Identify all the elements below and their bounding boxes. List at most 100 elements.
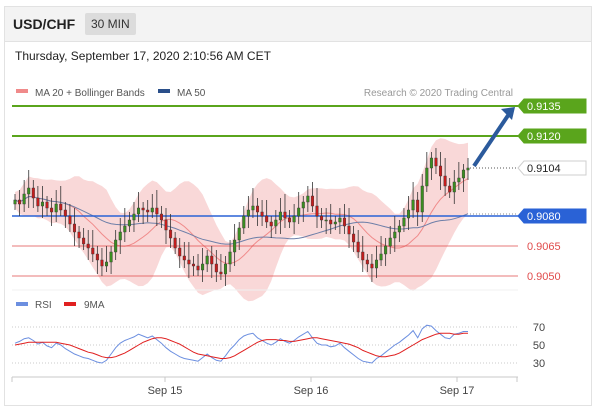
ma20-legend-label: MA 20 + Bollinger Bands (35, 88, 145, 99)
chart-header: USD/CHF 30 MIN (5, 7, 591, 42)
candle-body (379, 253, 383, 261)
rsi-legend-swatch (16, 302, 28, 306)
rsi-ma-legend-label: 9MA (84, 300, 105, 311)
candle-body (72, 223, 76, 233)
candle-body (173, 237, 177, 249)
candle-body (329, 219, 333, 225)
candle-body (310, 195, 314, 207)
level-tag-resistance-0 (517, 98, 587, 114)
level-label-resistance-0: 0.9135 (527, 101, 561, 113)
candle-body (288, 217, 292, 223)
x-tick-label-2: Sep 17 (440, 385, 475, 397)
level-label-resistance-1: 0.9120 (527, 131, 561, 143)
candle-body (315, 205, 319, 217)
candle-body (169, 229, 173, 239)
rsi-series-9ma (14, 332, 468, 359)
candle-body (246, 209, 250, 217)
candle-body (452, 181, 456, 193)
candle-body (228, 251, 232, 265)
candle-body (411, 199, 415, 211)
rsi-tick-label-50: 50 (533, 340, 545, 352)
candle-body (54, 203, 58, 213)
candle-body (223, 263, 227, 275)
candle-body (91, 247, 95, 255)
bollinger-band-area (15, 138, 468, 302)
x-tick-label-0: Sep 15 (148, 385, 183, 397)
candle-body (205, 255, 209, 265)
candle-body (100, 259, 104, 267)
ma20-legend-swatch (16, 89, 28, 93)
candle-body (306, 195, 310, 203)
candle-body (333, 221, 337, 225)
candle-body (434, 157, 438, 167)
candle-body (448, 185, 452, 193)
candle-body (237, 227, 241, 241)
candle-body (365, 259, 369, 265)
x-tick-label-1: Sep 16 (294, 385, 329, 397)
candle-body (260, 211, 264, 217)
candle-body (256, 205, 260, 213)
candle-body (201, 263, 205, 271)
ma20-line (14, 178, 469, 265)
candle-body (356, 241, 360, 253)
timestamp-label: Thursday, September 17, 2020 2:10:56 AM … (15, 49, 271, 63)
research-credit: Research © 2020 Trading Central (364, 88, 513, 99)
candle-body (397, 225, 401, 233)
candle-body (466, 167, 470, 171)
ma50-legend-swatch (158, 89, 170, 93)
candle-body (461, 169, 465, 179)
candle-body (31, 187, 35, 199)
candle-body (269, 221, 273, 227)
candle-body (429, 157, 433, 169)
candle-body (338, 217, 342, 223)
candle-body (439, 165, 443, 177)
candle-body (407, 209, 411, 219)
candle-body (36, 197, 40, 207)
candle-body (233, 239, 237, 253)
rsi-ma-legend-swatch (64, 302, 76, 306)
candle-body (159, 213, 163, 221)
candle-body (283, 211, 287, 219)
level-tag-pivot-3 (517, 208, 587, 224)
candle-body (191, 263, 195, 267)
rsi-series-rsi (14, 324, 468, 364)
candle-body (22, 193, 26, 205)
candle-body (342, 217, 346, 227)
candle-body (274, 219, 278, 227)
forecast-arrow-head (501, 107, 515, 120)
candle-body (40, 201, 44, 207)
candle-body (95, 253, 99, 261)
candle-body (68, 215, 72, 225)
candle-body (77, 231, 81, 239)
candle-body (214, 263, 218, 273)
candle-body (13, 199, 17, 205)
candle-body (320, 215, 324, 221)
candle-body (50, 207, 54, 213)
candle-body (443, 175, 447, 187)
candle-body (210, 255, 214, 265)
candle-body (278, 211, 282, 221)
candle-body (187, 259, 191, 265)
candle-body (370, 263, 374, 269)
symbol-label: USD/CHF (13, 16, 76, 32)
candle-body (146, 209, 150, 213)
level-tag-current-2 (517, 160, 587, 176)
candle-body (59, 203, 63, 211)
candle-body (127, 219, 131, 227)
candle-body (114, 239, 118, 253)
candle-body (292, 215, 296, 223)
level-tag-resistance-1 (517, 128, 587, 144)
candle-body (123, 225, 127, 233)
candle-body (155, 207, 159, 215)
ma50-legend-label: MA 50 (177, 88, 206, 99)
timeframe-button[interactable]: 30 MIN (85, 13, 136, 35)
candle-body (105, 261, 109, 267)
candle-body (388, 237, 392, 247)
candle-body (219, 271, 223, 275)
candle-body (361, 251, 365, 261)
candle-body (457, 177, 461, 183)
candle-body (86, 243, 90, 249)
candle-body (182, 255, 186, 261)
candle-body (384, 245, 388, 255)
